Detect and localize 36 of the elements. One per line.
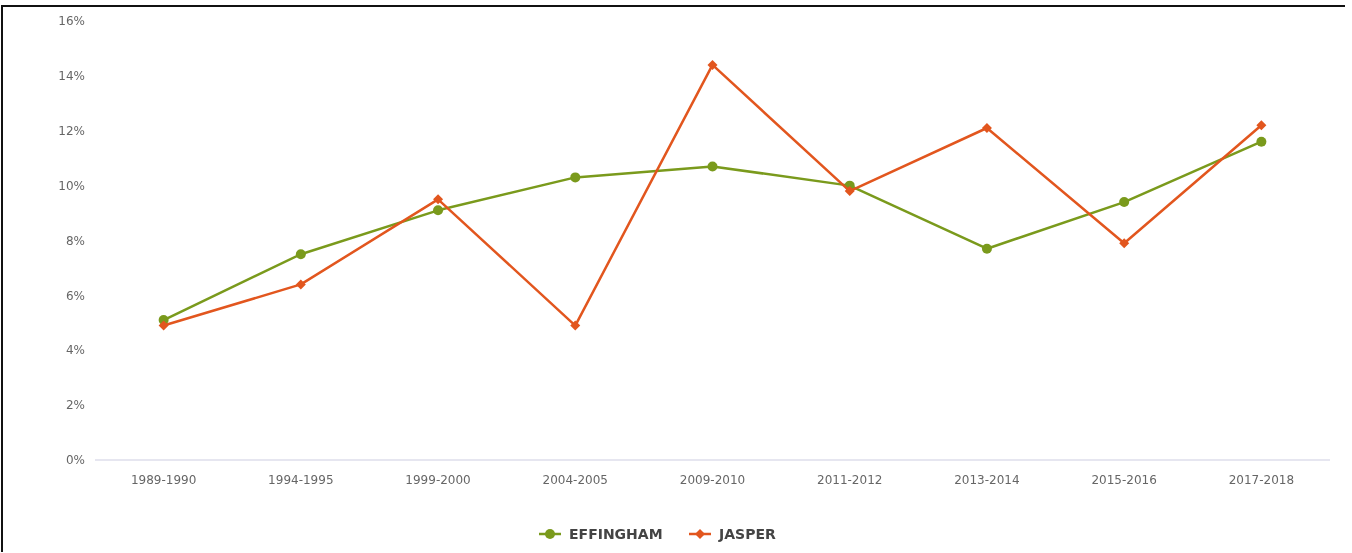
y-tick-label: 8% bbox=[65, 233, 85, 248]
legend-label: EFFINGHAM bbox=[569, 525, 663, 542]
x-tick-label: 2017-2018 bbox=[1228, 473, 1295, 487]
point bbox=[707, 59, 718, 70]
point bbox=[844, 186, 855, 197]
y-tick-label: 14% bbox=[58, 69, 85, 84]
point bbox=[1256, 120, 1267, 131]
point bbox=[1119, 238, 1130, 249]
legend-label: JASPER bbox=[718, 525, 776, 542]
x-tick-label: 2015-2016 bbox=[1091, 473, 1157, 487]
point bbox=[981, 243, 992, 254]
y-tick-label: 4% bbox=[65, 343, 85, 358]
y-tick-label: 6% bbox=[65, 288, 85, 303]
point bbox=[433, 205, 444, 216]
point bbox=[295, 279, 306, 290]
point bbox=[1256, 136, 1267, 147]
point bbox=[1119, 197, 1130, 208]
y-tick-label: 2% bbox=[65, 398, 85, 413]
y-tick-label: 16% bbox=[58, 14, 85, 29]
point bbox=[570, 320, 581, 331]
point bbox=[570, 172, 581, 183]
x-tick-label: 1999-2000 bbox=[405, 473, 471, 487]
x-tick-label: 2011-2012 bbox=[817, 473, 883, 487]
x-tick-label: 1989-1990 bbox=[130, 473, 197, 487]
point bbox=[158, 320, 169, 331]
x-tick-label: 2009-2010 bbox=[679, 473, 746, 487]
point bbox=[981, 123, 992, 134]
y-tick-label: 10% bbox=[58, 178, 85, 193]
x-tick-label: 1994-1995 bbox=[268, 473, 334, 487]
x-tick-label: 2013-2014 bbox=[954, 473, 1020, 487]
y-tick-label: 12% bbox=[58, 123, 85, 138]
point bbox=[707, 161, 718, 172]
point bbox=[433, 194, 444, 205]
x-tick-label: 2004-2005 bbox=[542, 473, 608, 487]
y-tick-label: 0% bbox=[65, 453, 85, 468]
point bbox=[295, 249, 306, 260]
